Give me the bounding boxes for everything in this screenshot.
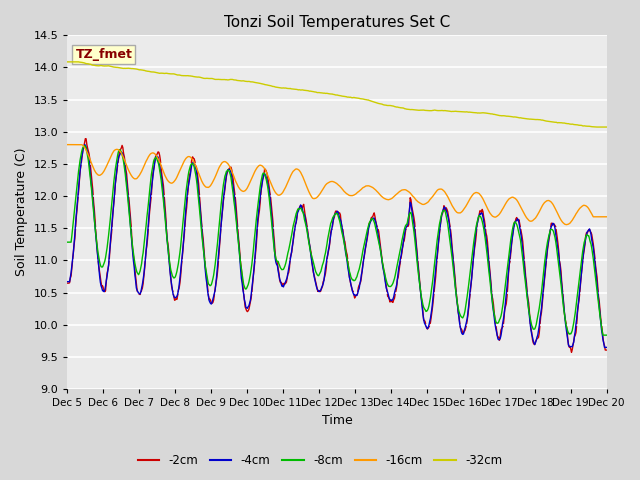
Y-axis label: Soil Temperature (C): Soil Temperature (C) bbox=[15, 148, 28, 276]
X-axis label: Time: Time bbox=[322, 414, 353, 427]
Title: Tonzi Soil Temperatures Set C: Tonzi Soil Temperatures Set C bbox=[224, 15, 450, 30]
Text: TZ_fmet: TZ_fmet bbox=[76, 48, 132, 60]
Legend: -2cm, -4cm, -8cm, -16cm, -32cm: -2cm, -4cm, -8cm, -16cm, -32cm bbox=[133, 449, 507, 472]
